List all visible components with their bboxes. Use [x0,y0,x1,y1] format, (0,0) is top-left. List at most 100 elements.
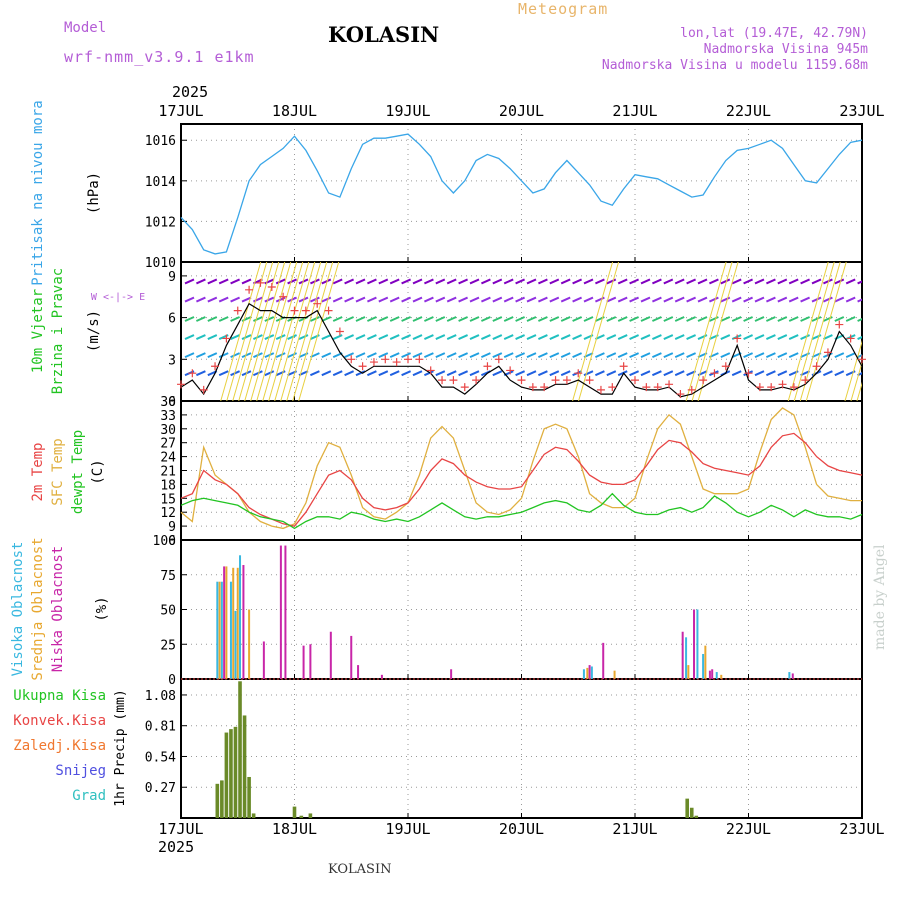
wind-arrow [492,370,503,377]
wind-gust-hatch [292,262,334,401]
cloud-high-bar [788,672,791,679]
y-tick-label: 0.81 [145,720,176,735]
coordinates-label: lon,lat (19.47E, 42.79N) [680,26,868,41]
precip-bar [292,806,297,818]
wind-arrow [480,278,491,285]
wind-gust-marker [767,383,776,392]
wind-arrow [572,334,583,340]
wind-gust-marker [188,369,197,378]
wind-arrow [401,316,412,322]
y-tick-label: 0.27 [145,781,176,796]
cloud-high-bar [702,653,705,679]
y-tick-label: 27 [160,437,176,452]
wind-gust-marker [347,355,356,364]
wind-arrow [777,334,788,340]
wind-arrow [765,316,776,322]
day-label-top: 23JUL [839,102,884,120]
wind-arrow [640,334,651,340]
wind-gust-marker [540,383,549,392]
pressure-axis-title: Pritisak na nivou mora [30,100,46,285]
wind-arrow [857,336,862,340]
wind-arrow [321,278,332,285]
cloud-low-bar [602,642,605,679]
wind-arrow [184,334,195,340]
wind-arrow [321,352,332,359]
wind-arrow [537,278,548,285]
wind-arrow [218,352,229,359]
wind-arrow [195,352,206,359]
wind-gust-marker [313,299,322,308]
precip-bar [242,715,247,818]
sfc-temp-line [180,407,862,530]
wind-arrow [572,352,583,359]
wind-arrow [720,278,731,285]
wind-arrow [184,278,195,285]
2m-temp-line [180,432,863,527]
wind-gust-marker [789,383,798,392]
wind-arrow [458,278,469,285]
wind-arrow [606,296,617,303]
wind-arrow [708,316,719,322]
wind-arrow [321,334,332,340]
wind-arrow [480,296,491,303]
precip-bar [238,681,242,818]
wind-arrow [731,278,742,285]
wind-arrow [332,370,343,377]
wind-arrow [389,278,400,285]
wind-arrow [651,352,662,359]
cloud-low-bar [309,644,312,679]
wind-arrow [651,370,662,377]
wind-arrow [344,334,355,340]
wind-arrow [822,278,833,285]
wind-arrow [560,316,571,322]
wind-arrow [594,352,605,359]
year-label-top: 2025 [172,83,209,101]
wind-arrow [435,352,446,359]
wind-arrow [401,278,412,285]
wind-arrow [423,352,434,359]
cloud-low-bar [242,565,245,679]
wind-arrow [218,370,229,377]
wind-arrow [765,334,776,340]
wind-arrow [344,352,355,359]
wind-arrow [321,296,332,303]
wind-arrow [344,278,355,285]
wind-arrow [435,334,446,340]
wind-arrow [560,278,571,285]
wind-gust-marker [823,348,832,357]
wind-arrow [355,352,366,359]
wind-gust-hatch [298,262,340,401]
wind-arrow [287,352,298,359]
wind-arrow [423,296,434,303]
wind-arrow [195,296,206,303]
wind-gust-marker [233,306,242,315]
wind-arrow [492,296,503,303]
wind-gust-marker [528,383,537,392]
wind-arrow [583,316,594,322]
wind-arrow [492,278,503,285]
wind-arrow [629,334,640,340]
wind-arrow [606,334,617,340]
wind-arrow [857,354,862,359]
cloud-low-axis-title: Niska Oblacnost [50,546,66,672]
cloud-low-bar [681,631,684,679]
wind-gust-marker [404,355,412,364]
wind-arrow [355,334,366,340]
wind-gust-marker [733,334,742,343]
wind-arrow [788,334,799,340]
wind-arrow [355,316,366,322]
wind-arrow [412,334,423,340]
wind-arrow [355,370,366,377]
wind-arrow [515,316,526,322]
cloud-high-bar [229,581,232,679]
cloud-low-bar [223,566,226,679]
wind-arrow [309,316,320,322]
wind-arrow [845,278,856,285]
temp-axis-unit: (C) [90,459,106,484]
wind-arrow [651,334,662,340]
wind-arrow [378,334,389,340]
precip-bar [229,729,233,818]
wind-arrow [686,352,697,359]
wind-arrow [378,278,389,285]
wind-gust-marker [562,376,571,385]
